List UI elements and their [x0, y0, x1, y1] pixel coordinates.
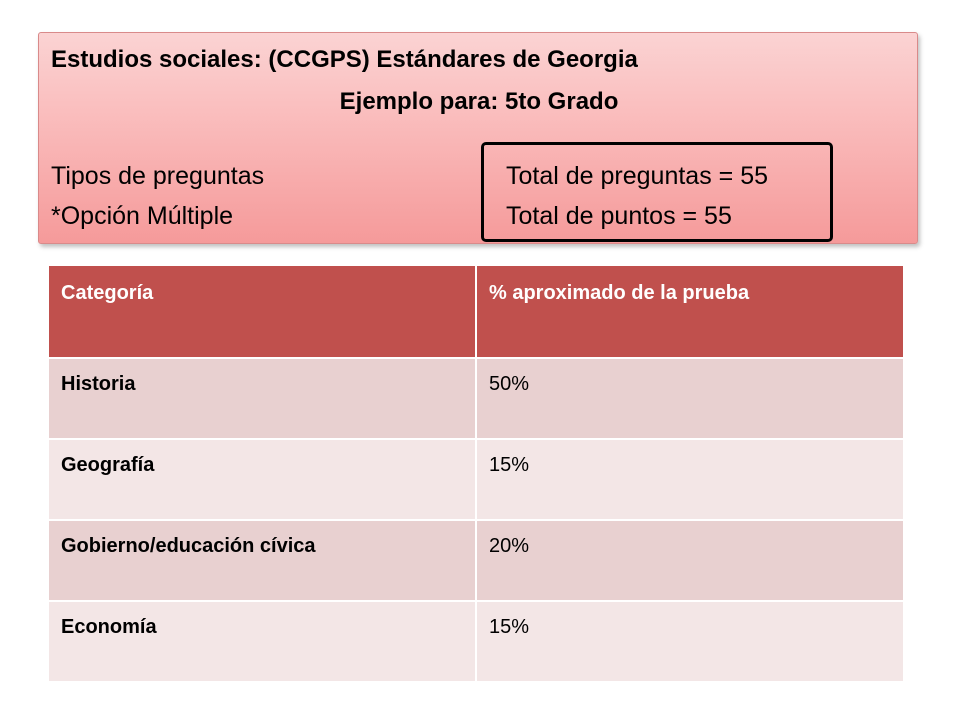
total-points: Total de puntos = 55 [506, 202, 732, 230]
slide-subtitle: Ejemplo para: 5to Grado [339, 88, 619, 115]
question-types-label: Tipos de preguntas [51, 162, 265, 190]
row-category: Historia [47, 357, 477, 440]
table-header-row: Categoría % aproximado de la prueba [47, 264, 905, 359]
row-percent: 20% [475, 519, 905, 602]
category-table: Categoría % aproximado de la prueba Hist… [47, 264, 905, 683]
table-row: Gobierno/educación cívica 20% [47, 519, 905, 602]
question-type: *Opción Múltiple [51, 202, 234, 230]
header-box: Estudios sociales: (CCGPS) Estándares de… [38, 32, 918, 244]
header-category: Categoría [47, 264, 477, 359]
row-category: Geografía [47, 438, 477, 521]
table-row: Economía 15% [47, 600, 905, 683]
row-percent: 15% [475, 600, 905, 683]
totals-box: Total de preguntas = 55 Total de puntos … [481, 142, 833, 242]
table-row: Historia 50% [47, 357, 905, 440]
slide-title: Estudios sociales: (CCGPS) Estándares de… [51, 46, 638, 73]
total-questions: Total de preguntas = 55 [506, 162, 768, 190]
row-percent: 50% [475, 357, 905, 440]
row-category: Gobierno/educación cívica [47, 519, 477, 602]
table-row: Geografía 15% [47, 438, 905, 521]
row-percent: 15% [475, 438, 905, 521]
header-percent: % aproximado de la prueba [475, 264, 905, 359]
row-category: Economía [47, 600, 477, 683]
